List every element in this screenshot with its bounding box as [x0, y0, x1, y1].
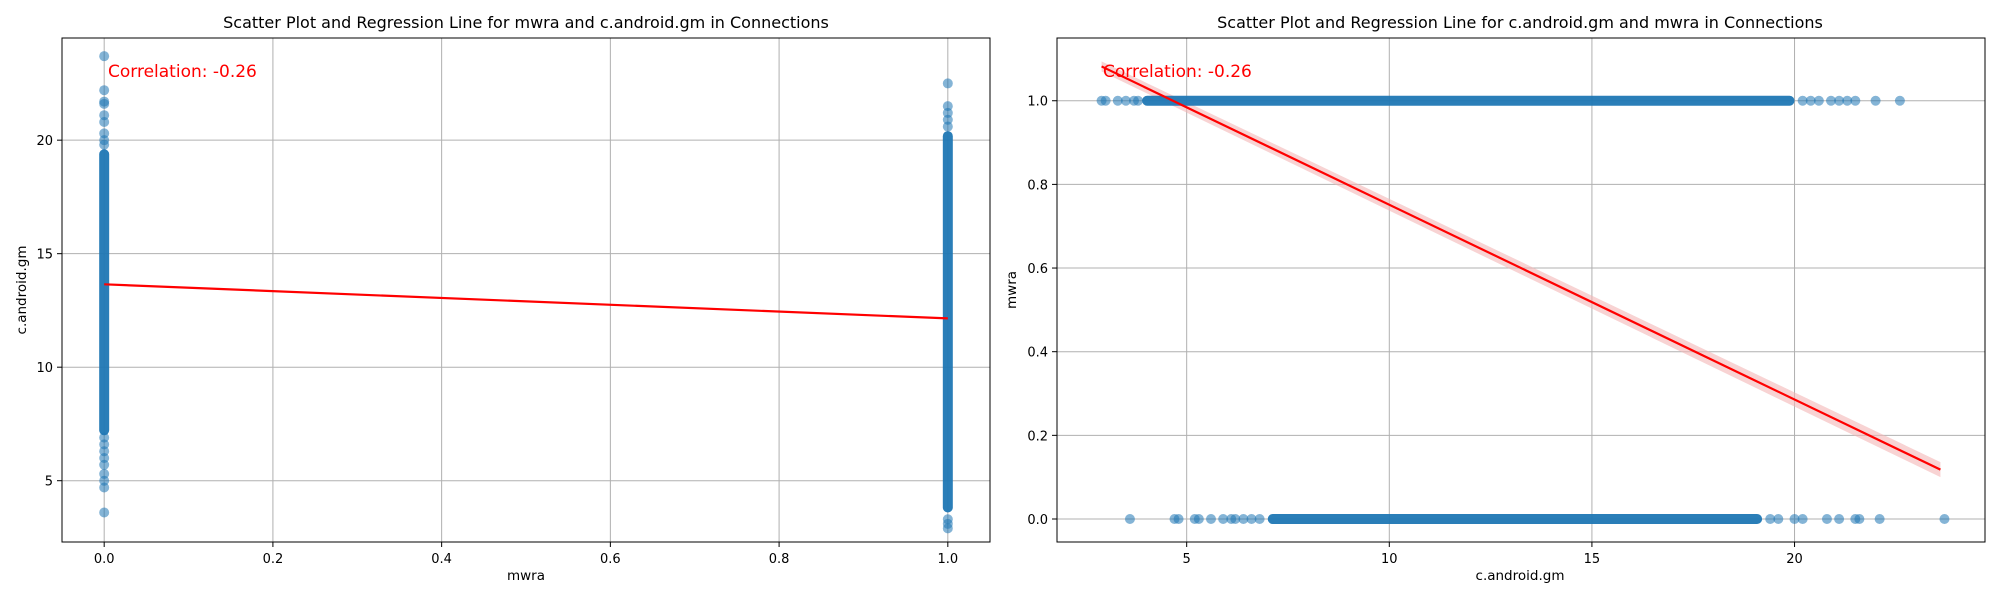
x-tick-label: 20 — [1786, 552, 1803, 567]
data-point — [1124, 513, 1135, 524]
data-point — [99, 85, 110, 96]
y-tick-label: 0.6 — [1027, 262, 1048, 277]
data-point — [1112, 95, 1123, 106]
y-tick-label: 0.0 — [1027, 513, 1048, 528]
data-point — [1173, 513, 1184, 524]
data-point — [99, 110, 110, 121]
data-point — [1805, 95, 1816, 106]
data-point — [99, 128, 110, 139]
regression-line — [104, 283, 948, 320]
data-point — [1773, 513, 1784, 524]
left-grid — [62, 38, 990, 542]
data-point — [1246, 513, 1257, 524]
x-tick-label: 0.4 — [431, 552, 452, 567]
data-point — [99, 96, 110, 107]
data-point — [1133, 95, 1144, 106]
data-point — [942, 101, 953, 112]
data-point — [1797, 95, 1808, 106]
data-point — [1218, 513, 1229, 524]
x-tick-label: 0.8 — [769, 552, 790, 567]
data-point — [1874, 513, 1885, 524]
data-point — [1870, 95, 1881, 106]
left-y-ticks: 5 10 15 20 — [36, 134, 62, 490]
right-ci-band — [1101, 61, 1941, 478]
data-point — [1834, 95, 1845, 106]
left-correlation-annotation: Correlation: -0.26 — [108, 62, 257, 82]
right-regression — [1101, 65, 1941, 471]
x-tick-label: 5 — [1183, 552, 1191, 567]
y-tick-label: 15 — [36, 248, 53, 263]
y-tick-label: 20 — [36, 134, 53, 149]
regression-line — [1101, 65, 1941, 471]
left-chart: Scatter Plot and Regression Line for mwr… — [14, 13, 991, 584]
x-tick-label: 10 — [1381, 552, 1398, 567]
x-tick-label: 0.0 — [94, 552, 115, 567]
data-point — [99, 507, 110, 518]
data-point — [1205, 513, 1216, 524]
dense-point-strip — [99, 149, 110, 436]
data-point — [942, 78, 953, 89]
data-point — [1834, 513, 1845, 524]
data-point — [99, 51, 110, 62]
data-point — [1854, 513, 1865, 524]
data-point — [1850, 95, 1861, 106]
data-point — [1120, 95, 1131, 106]
x-tick-label: 15 — [1584, 552, 1601, 567]
right-x-axis-label: c.android.gm — [1476, 568, 1565, 584]
data-point — [99, 468, 110, 479]
right-y-ticks: 0.0 0.2 0.4 0.6 0.8 1.0 — [1027, 95, 1057, 528]
y-tick-label: 10 — [36, 361, 53, 376]
left-plot-frame — [61, 37, 991, 543]
right-plot-frame — [1056, 37, 1986, 543]
right-x-ticks: 5 10 15 20 — [1183, 542, 1803, 567]
confidence-band — [1101, 61, 1941, 478]
data-point — [1821, 513, 1832, 524]
data-point — [1842, 95, 1853, 106]
data-point — [1193, 513, 1204, 524]
y-tick-label: 0.8 — [1027, 178, 1048, 193]
data-point — [1939, 513, 1950, 524]
right-chart: Scatter Plot and Regression Line for c.a… — [1004, 13, 1986, 584]
dense-point-strip — [1267, 513, 1763, 524]
left-chart-title: Scatter Plot and Regression Line for mwr… — [223, 13, 829, 32]
left-y-axis-label: c.android.gm — [14, 246, 30, 335]
x-tick-label: 0.2 — [263, 552, 284, 567]
left-points — [99, 51, 953, 534]
x-tick-label: 1.0 — [937, 552, 958, 567]
data-point — [1765, 513, 1776, 524]
right-y-axis-label: mwra — [1004, 271, 1020, 309]
y-tick-label: 0.2 — [1027, 429, 1048, 444]
right-chart-title: Scatter Plot and Regression Line for c.a… — [1217, 13, 1823, 32]
data-point — [1230, 513, 1241, 524]
x-tick-label: 0.6 — [600, 552, 621, 567]
dense-point-strip — [942, 131, 953, 513]
right-correlation-annotation: Correlation: -0.26 — [1103, 62, 1252, 82]
data-point — [99, 432, 110, 443]
data-point — [1797, 513, 1808, 524]
data-point — [1826, 95, 1837, 106]
data-point — [1894, 95, 1905, 106]
left-regression — [104, 283, 948, 320]
y-tick-label: 1.0 — [1027, 95, 1048, 110]
right-points — [1096, 95, 1950, 524]
data-point — [1254, 513, 1265, 524]
data-point — [1100, 95, 1111, 106]
y-tick-label: 0.4 — [1027, 346, 1048, 361]
data-point — [1813, 95, 1824, 106]
dense-point-strip — [1142, 95, 1795, 106]
left-x-axis-label: mwra — [507, 568, 545, 584]
data-point — [942, 514, 953, 525]
data-point — [1238, 513, 1249, 524]
data-point — [1789, 513, 1800, 524]
y-tick-label: 5 — [45, 475, 53, 490]
left-x-ticks: 0.0 0.2 0.4 0.6 0.8 1.0 — [94, 542, 958, 567]
